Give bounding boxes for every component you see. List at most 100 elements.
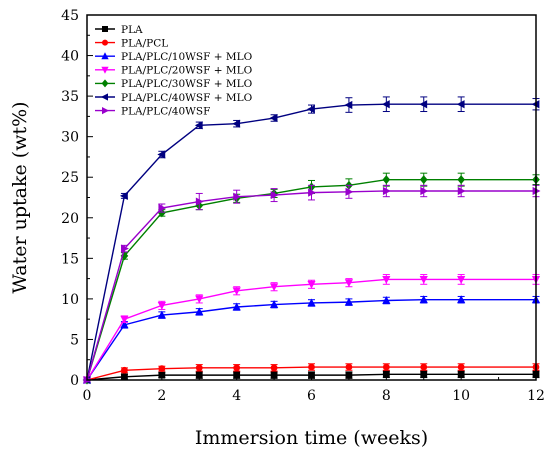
data-point	[382, 363, 390, 371]
data-point	[157, 301, 166, 310]
data-point	[308, 363, 315, 371]
series-5	[83, 172, 540, 385]
legend-entry: PLA/PLC/40WSF + MLO	[95, 92, 253, 104]
data-point	[195, 295, 204, 304]
x-tick-label: 10	[452, 388, 470, 404]
legend-marker	[101, 66, 109, 74]
y-tick-label: 40	[61, 49, 79, 65]
data-point	[158, 203, 167, 213]
data-point	[121, 244, 129, 253]
data-point	[457, 175, 465, 185]
legend-entry: PLA/PLC/20WSF + MLO	[95, 65, 253, 77]
data-point	[269, 300, 279, 308]
data-point	[307, 104, 315, 114]
data-point	[382, 276, 391, 284]
data-point	[121, 366, 128, 374]
legend-marker	[101, 79, 109, 88]
data-point	[344, 100, 353, 110]
series-6	[82, 96, 540, 385]
data-point	[420, 363, 428, 371]
data-point	[233, 364, 241, 372]
y-tick-label: 25	[61, 170, 79, 186]
data-point	[457, 186, 466, 196]
x-tick-label: 8	[382, 388, 391, 404]
data-point	[420, 186, 429, 196]
legend-marker	[102, 25, 109, 32]
data-point	[157, 310, 166, 319]
legend-entry: PLA/PLC/40WSF	[95, 105, 210, 117]
data-point	[119, 191, 128, 200]
data-point	[120, 315, 129, 324]
data-point	[419, 175, 428, 185]
legend-entry: PLA/PLC/30WSF + MLO	[95, 78, 253, 90]
data-point	[344, 297, 354, 306]
data-point	[195, 197, 204, 206]
legend-label: PLA/PCL	[121, 37, 168, 49]
y-tick-label: 20	[61, 211, 79, 227]
legend-label: PLA/PLC/20WSF + MLO	[121, 65, 253, 77]
series-line	[86, 366, 536, 381]
legend-marker	[102, 106, 109, 115]
data-point	[457, 295, 466, 304]
data-point	[381, 100, 390, 109]
data-point	[308, 188, 316, 197]
x-axis-label: Immersion time (weeks)	[195, 427, 428, 449]
data-point	[456, 100, 465, 109]
data-point	[232, 119, 241, 128]
y-tick-label: 5	[70, 332, 79, 348]
data-point	[233, 192, 242, 201]
data-point	[307, 298, 316, 307]
series-4	[82, 274, 541, 385]
series-line	[86, 373, 536, 381]
x-tick-label: 4	[232, 388, 241, 404]
y-tick-label: 10	[61, 292, 79, 308]
data-point	[344, 279, 354, 288]
y-tick-label: 35	[61, 89, 79, 105]
series-line	[86, 278, 536, 381]
x-tick-label: 12	[527, 388, 545, 404]
data-point	[195, 307, 204, 316]
data-point	[232, 302, 241, 311]
series-line	[86, 190, 536, 381]
data-point	[157, 150, 166, 159]
data-point	[194, 121, 203, 130]
data-point	[345, 363, 353, 371]
data-point	[382, 175, 391, 185]
data-point	[457, 276, 466, 284]
data-point	[269, 113, 278, 123]
series-line	[86, 178, 536, 381]
data-point	[419, 295, 428, 304]
series-layer	[82, 96, 541, 385]
y-tick-label: 30	[61, 130, 79, 146]
data-point	[270, 190, 279, 200]
data-point	[232, 287, 241, 296]
data-point	[457, 363, 465, 371]
y-tick-label: 0	[70, 373, 79, 389]
y-tick-label: 15	[61, 251, 79, 267]
legend-entry: PLA/PCL	[95, 37, 168, 49]
legend-label: PLA/PLC/30WSF + MLO	[121, 78, 253, 90]
data-point	[420, 370, 428, 378]
series-line	[86, 299, 536, 381]
legend-label: PLA/PLC/40WSF + MLO	[121, 92, 253, 104]
legend-entry: PLA/PLC/10WSF + MLO	[95, 51, 253, 63]
axis-ticks: 0 2 4 6 8 10 12 0 5 10 15 20 25 30 35 40 45	[61, 8, 545, 404]
data-point	[269, 283, 279, 292]
series-3	[82, 295, 541, 384]
legend-label: PLA/PLC/40WSF	[121, 105, 210, 117]
data-point	[307, 280, 316, 289]
data-point	[419, 276, 428, 284]
data-point	[419, 100, 428, 109]
legend-marker	[101, 52, 109, 60]
data-point	[270, 364, 278, 372]
legend-marker	[101, 93, 108, 101]
data-point	[345, 187, 354, 196]
legend-label: PLA/PLC/10WSF + MLO	[121, 51, 253, 63]
data-point	[120, 320, 129, 329]
x-tick-label: 6	[307, 388, 316, 404]
series-7	[83, 184, 541, 385]
data-point	[382, 186, 391, 196]
data-point	[195, 364, 203, 372]
x-tick-label: 2	[157, 388, 166, 404]
